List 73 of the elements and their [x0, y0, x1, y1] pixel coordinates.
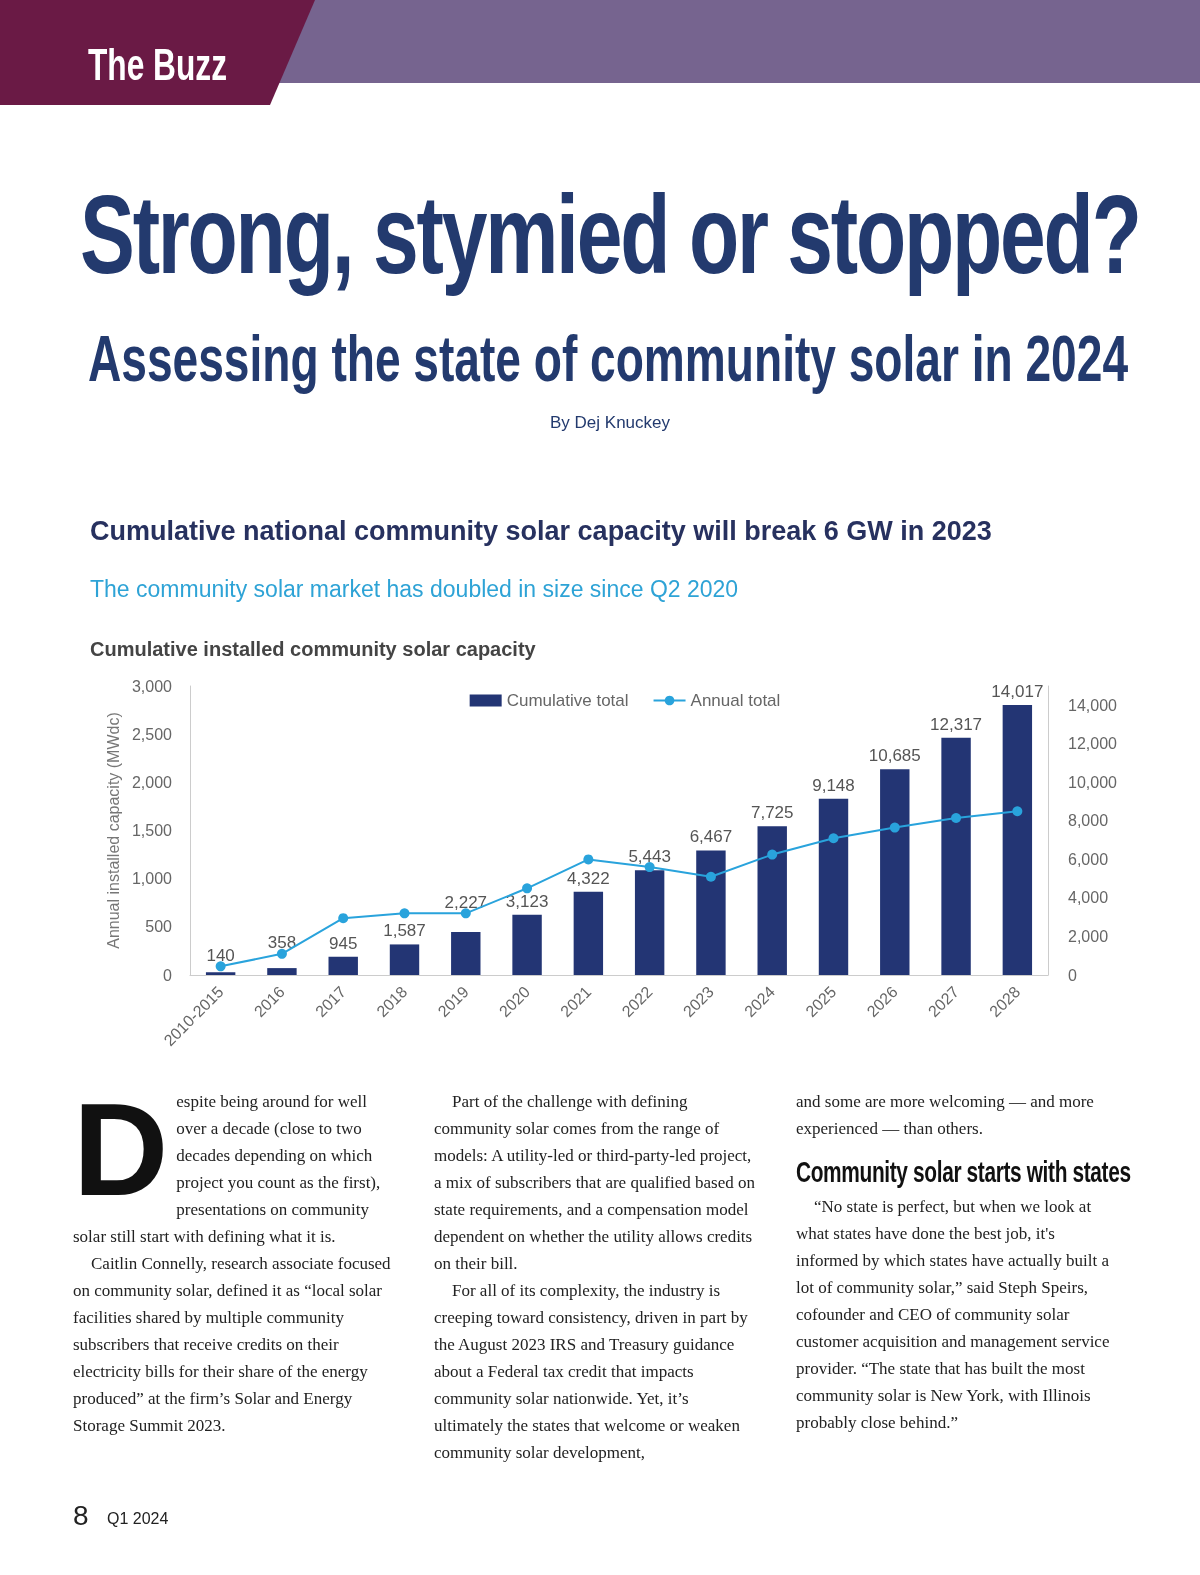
y2-tick-label: 2,000 [1068, 927, 1109, 945]
bar [267, 968, 297, 975]
bar [389, 944, 420, 975]
point [889, 822, 900, 833]
text: The Buzz [88, 40, 228, 90]
bar [880, 769, 910, 975]
bar [328, 956, 358, 975]
text: “No state is perfect, but when we look at what states have done the best job, it's informed by which states have actually built a lot of community solar,” said Steph Speirs, cofounder and CEO of community solar customer acquisition and management service provider. “The state that has built the most community solar is New York, with Illinois probably close behind.” [796, 1197, 1110, 1432]
y2-tick-label: 4,000 [1068, 889, 1109, 907]
point [705, 871, 716, 882]
data-label: 3,123 [505, 891, 549, 911]
point [583, 854, 594, 865]
chart-subtitle: The community solar market has doubled in size since Q2 2020 [90, 576, 739, 603]
data-label: 2,227 [444, 892, 488, 912]
point [399, 908, 410, 919]
y2-tick-label: 6,000 [1068, 850, 1109, 868]
y-axis-title: Annual installed capacity (MWdc) [104, 712, 122, 949]
bar [818, 798, 849, 975]
chart-title: Cumulative national community solar capacity will break 6 GW in 2023 [90, 516, 992, 547]
y2-tick-label: 0 [1068, 966, 1077, 984]
point [828, 833, 839, 844]
text: and some are more welcoming — and more experienced — than others. [796, 1091, 1095, 1140]
data-label: 10,685 [868, 746, 921, 766]
text: Strong, stymied or stopped? [80, 171, 1140, 299]
bar [696, 850, 726, 975]
data-label: 6,467 [689, 827, 733, 847]
bar [757, 826, 787, 975]
data-label: 4,322 [567, 868, 610, 888]
point [951, 812, 962, 823]
data-label: 945 [329, 933, 358, 953]
text: Assessing the state of community solar in 2024 [88, 322, 1129, 396]
y-tick-label: 2,500 [131, 725, 173, 743]
data-label: 9,148 [812, 775, 855, 795]
y2-tick-label: 12,000 [1068, 735, 1118, 753]
text: Q1 2024 [107, 1510, 169, 1528]
point [522, 883, 533, 894]
point [215, 961, 226, 972]
data-label: 14,017 [991, 681, 1044, 701]
data-label: 358 [267, 933, 297, 953]
y-tick-label: 1,500 [131, 822, 173, 839]
text: Cumulative installed community solar capacity [90, 638, 536, 661]
legend-label: Cumulative total [506, 691, 629, 710]
data-label: 140 [206, 945, 235, 965]
data-label: 1,587 [383, 921, 426, 941]
y2-tick-label: 14,000 [1068, 696, 1118, 714]
data-label: 12,317 [930, 714, 983, 734]
text: For all of its complexity, the industry is creeping toward consistency, driven in part by the August 2023 IRS and Treasury guidance about a Federal tax credit that impacts community solar nationwide. Yet, it’s ultimately the states that welcome or weaken community solar development, [434, 1280, 749, 1464]
bar [573, 891, 604, 975]
text: Part of the challenge with defining community solar comes from the range of models: A utility-led or third-party-led project, a mix of subscribers that are qualified based on state requirements, and a compensation model dependent on whether the utility allows credits on their bill. [434, 1091, 756, 1275]
y2-tick-label: 8,000 [1068, 812, 1109, 830]
y-tick-label: 3,000 [131, 677, 173, 695]
point [1012, 806, 1023, 817]
y2-tick-label: 10,000 [1068, 773, 1118, 791]
bar [512, 914, 542, 975]
text: Community solar starts with states [796, 1156, 1131, 1189]
y-tick-label: 0 [163, 966, 173, 984]
data-label: 5,443 [628, 846, 671, 866]
text: By Dej Knuckey [549, 413, 671, 433]
y-tick-label: 1,000 [131, 870, 173, 888]
point [276, 948, 287, 959]
bar [634, 870, 665, 975]
point [338, 913, 349, 924]
y-tick-label: 2,000 [131, 773, 173, 791]
point [767, 849, 778, 860]
bar [941, 737, 971, 975]
text: 8 [73, 1500, 89, 1532]
y-tick-label: 500 [145, 918, 173, 936]
bar [1002, 704, 1033, 975]
data-label: 7,725 [750, 803, 794, 823]
bar [451, 932, 481, 975]
bar [205, 972, 236, 975]
legend-label: Annual total [690, 691, 781, 710]
text: Caitlin Connelly, research associate focused on community solar, defined it as “local solar facilities shared by multiple community subscribers that receive credits on their electricity bills for their share of the energy produced” at the firm’s Solar and Energy Storage Summit 2023. [73, 1253, 392, 1437]
